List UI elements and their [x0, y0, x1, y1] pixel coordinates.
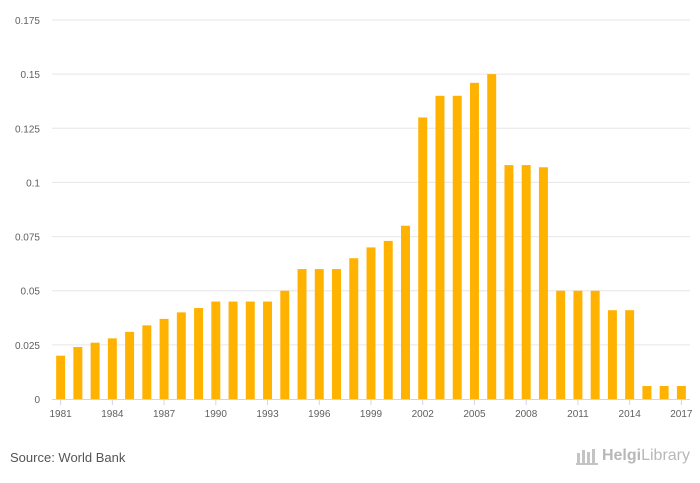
bar-1981: [56, 355, 66, 399]
bar-1982: [73, 347, 83, 399]
bar-1991: [228, 301, 238, 399]
bar-2002: [418, 117, 428, 399]
x-tick-label: 2014: [619, 409, 642, 420]
bar-2012: [590, 290, 600, 399]
gridlines: [52, 19, 690, 346]
bar-2013: [607, 310, 617, 399]
bar-2001: [401, 225, 410, 399]
x-tick-label: 1990: [205, 409, 228, 420]
x-tick-label: 1981: [49, 409, 72, 420]
bar-1998: [349, 258, 359, 399]
x-tick-label: 1987: [153, 409, 176, 420]
x-tick-label: 2011: [567, 409, 589, 420]
x-tick-label: 2017: [670, 409, 693, 420]
helgi-library-logo[interactable]: HelgiLibrary: [575, 447, 690, 465]
source-note: Source: World Bank: [10, 450, 126, 465]
y-tick-label: 0.05: [21, 287, 41, 298]
bar-2003: [435, 95, 445, 400]
bar-2010: [556, 290, 566, 399]
bar-1993: [263, 301, 273, 399]
brand-name-light: Library: [641, 447, 690, 464]
bar-2005: [469, 82, 479, 399]
bar-1999: [366, 247, 376, 399]
bar-2006: [487, 74, 497, 400]
bar-1989: [194, 308, 204, 399]
x-tick-label: 2008: [515, 409, 538, 420]
y-tick-label: 0.175: [15, 16, 40, 27]
bar-1983: [90, 342, 100, 399]
x-tick-label: 1999: [360, 409, 383, 420]
bar-2016: [659, 386, 669, 399]
y-tick-label: 0.15: [21, 70, 41, 81]
bar-1988: [176, 312, 186, 399]
bars: [56, 74, 686, 400]
bar-2007: [504, 165, 514, 399]
bar-1985: [125, 331, 135, 399]
bar-2011: [573, 290, 583, 399]
bar-1984: [107, 338, 117, 399]
y-tick-label: 0.075: [15, 233, 40, 244]
bar-2015: [642, 386, 652, 399]
y-tick-label: 0.025: [15, 341, 40, 352]
bar-2008: [521, 165, 531, 399]
bar-1990: [211, 301, 221, 399]
bar-1995: [297, 269, 307, 399]
bar-2014: [625, 310, 635, 399]
bar-1992: [245, 301, 255, 399]
x-tick-label: 1996: [308, 409, 331, 420]
x-tick-label: 1984: [101, 409, 124, 420]
y-axis-tick-labels: 0 0.025 0.05 0.075 0.1 0.125 0.15 0.175: [15, 16, 40, 406]
bar-1986: [142, 325, 152, 399]
bar-2000: [383, 240, 393, 399]
bar-1994: [280, 290, 290, 399]
x-tick-label: 2005: [463, 409, 486, 420]
bar-1996: [314, 269, 324, 399]
library-building-icon: [575, 449, 598, 465]
y-tick-label: 0: [34, 395, 40, 406]
y-tick-label: 0.125: [15, 124, 40, 135]
bar-1997: [332, 269, 341, 399]
bar-2017: [676, 386, 686, 399]
y-tick-label: 0.1: [26, 178, 40, 189]
bar-1987: [159, 318, 169, 399]
brand-name-strong: Helgi: [601, 447, 642, 464]
bar-2009: [538, 167, 548, 399]
bar-2004: [452, 95, 462, 400]
x-tick-label: 1993: [256, 409, 279, 420]
x-axis-ticks: 1981 1984 1987 1990 1993 1996 1999 2002 2005 2008…: [49, 399, 693, 420]
x-tick-label: 2002: [412, 409, 435, 420]
